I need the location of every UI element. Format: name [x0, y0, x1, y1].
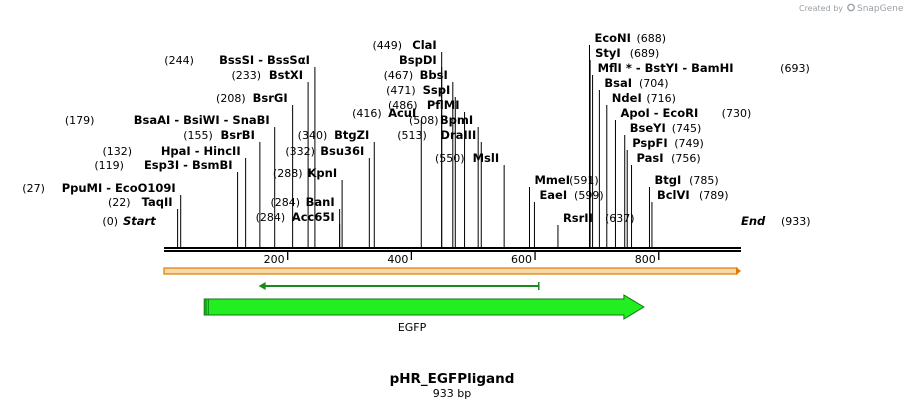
site-name: BpmI: [440, 113, 473, 127]
site-position: (284): [270, 196, 300, 209]
site-name: BbsI: [420, 68, 448, 82]
site-position: (332): [285, 145, 315, 158]
site-name: RsrII: [563, 211, 593, 225]
site-name: ClaI: [412, 38, 436, 52]
site-name: SspI: [423, 83, 451, 97]
end-position: (933): [781, 215, 811, 228]
site-position: (119): [94, 159, 124, 172]
site-position: (716): [646, 92, 676, 105]
site-position: (132): [102, 145, 132, 158]
site-position: (471): [386, 84, 416, 97]
site-position: (693): [780, 62, 810, 75]
site-position: (340): [298, 129, 328, 142]
site-lines: [177, 45, 653, 248]
site-position: (416): [352, 107, 382, 120]
end-label: End: [741, 214, 766, 228]
credit-prefix: Created by: [799, 4, 843, 13]
ruler-tick-label: 800: [635, 253, 656, 266]
feature-arrow: [203, 294, 645, 320]
site-position: (789): [699, 189, 729, 202]
site-position: (288): [273, 167, 303, 180]
site-position: (689): [630, 47, 660, 60]
site-name: AcuI: [388, 106, 416, 120]
site-name: TaqII: [142, 195, 173, 209]
site-name: BsaAI - BsiWI - SnaBI: [134, 113, 270, 127]
site-position: (599): [574, 189, 604, 202]
ruler-tick-label: 400: [387, 253, 408, 266]
site-position: (508): [409, 114, 439, 127]
site-name: StyI: [595, 46, 621, 60]
site-name: MflI * - BstYI - BamHI: [598, 61, 734, 75]
site-position: (233): [232, 69, 262, 82]
site-name: ApoI - EcoRI: [620, 106, 698, 120]
sequence-layer: [164, 247, 741, 252]
site-name: MslI: [473, 151, 500, 165]
site-name: BtgZI: [334, 128, 369, 142]
site-name: PflMI: [427, 98, 460, 112]
site-name: Bsu36I: [320, 144, 364, 158]
site-position: (486): [388, 99, 418, 112]
site-position: (22): [108, 196, 131, 209]
start-label: Start: [123, 214, 156, 228]
site-position: (704): [639, 77, 669, 90]
site-name: BsrGI: [253, 91, 288, 105]
site-position: (785): [689, 174, 719, 187]
credit-brand: SnapGene: [857, 4, 904, 14]
start-position: (0): [102, 215, 118, 228]
site-name: BanI: [306, 195, 335, 209]
site-position: (591): [569, 174, 599, 187]
site-position: (688): [636, 32, 666, 45]
site-name: EcoNI: [594, 31, 630, 45]
site-position: (756): [671, 152, 701, 165]
site-name: PspFI: [632, 136, 667, 150]
plasmid-name: pHR_EGFPligand: [390, 371, 515, 387]
ruler-tick-label: 200: [264, 253, 285, 266]
site-name: EaeI: [539, 188, 567, 202]
site-position: (730): [722, 107, 752, 120]
site-position: (550): [435, 152, 465, 165]
sequence-bar-arrow: [736, 267, 741, 275]
sequence-bar: [163, 267, 738, 275]
site-name: NdeI: [612, 91, 642, 105]
site-name: BseYI: [630, 121, 666, 135]
site-name: Acc65I: [292, 210, 335, 224]
site-name: BstXI: [269, 68, 303, 82]
site-name: PpuMI - EcoO109I: [62, 181, 176, 195]
site-name: BclVI: [657, 188, 690, 202]
site-labels: TaqII (22)PpuMI - EcoO109I (27) Esp3I - Bsm…: [22, 31, 810, 228]
site-position: (513): [397, 129, 427, 142]
site-position: (244): [164, 54, 194, 67]
feature-layer: EGFP: [163, 267, 741, 334]
site-position: (749): [674, 137, 704, 150]
site-name: PasI: [637, 151, 664, 165]
site-name: KpnI: [307, 166, 337, 180]
site-position: (208): [216, 92, 246, 105]
site-position: (449): [372, 39, 402, 52]
site-position: (284): [256, 211, 286, 224]
site-name: BsrBI: [221, 128, 255, 142]
orf-arrow: [258, 282, 266, 290]
site-position: (745): [672, 122, 702, 135]
ruler: 200 400 600 800: [264, 251, 660, 266]
site-name: DraIII: [440, 128, 476, 142]
plasmid-length: 933 bp: [433, 387, 471, 400]
site-name: BtgI: [654, 173, 681, 187]
site-name: BsaI: [604, 76, 632, 90]
site-position: (179): [65, 114, 95, 127]
site-name: BspDI: [399, 53, 437, 67]
site-name: Esp3I - BsmBI: [144, 158, 233, 172]
ruler-tick-label: 600: [511, 253, 532, 266]
site-name: MmeI: [534, 173, 570, 187]
site-name: HpaI - HincII: [161, 144, 241, 158]
feature-label: EGFP: [398, 321, 427, 334]
site-position: (27): [22, 182, 45, 195]
site-name: BssSI - BssSαI: [219, 53, 310, 67]
snapgene-logo-icon: [847, 3, 855, 12]
site-position: (155): [183, 129, 213, 142]
site-position: (467): [384, 69, 414, 82]
site-position: (637): [605, 212, 635, 225]
